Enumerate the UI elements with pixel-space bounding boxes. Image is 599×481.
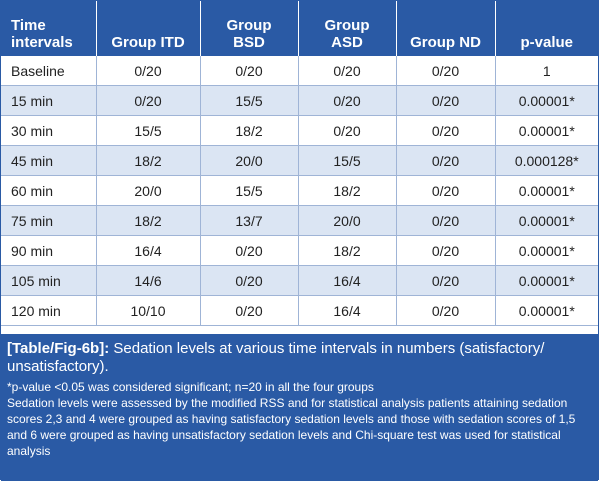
table-cell: 14/6	[96, 265, 201, 296]
table-cell: 16/4	[298, 265, 397, 296]
table-row: 75 min 18/2 13/7 20/0 0/20 0.00001*	[1, 205, 598, 236]
caption-label: [Table/Fig-6b]:	[7, 340, 110, 357]
header-p-value: p-value	[495, 1, 598, 56]
table-cell: 15 min	[1, 85, 97, 116]
table-cell: 0.000128*	[495, 145, 598, 176]
table-cell: 13/7	[200, 205, 299, 236]
table-cell: 0/20	[200, 295, 299, 326]
table-cell: 20/0	[200, 145, 299, 176]
table-cell: 15/5	[96, 115, 201, 146]
table-cell: 60 min	[1, 175, 97, 206]
table-cell: 16/4	[298, 295, 397, 326]
table-cell: 15/5	[298, 145, 397, 176]
table-cell: 30 min	[1, 115, 97, 146]
table-row: 15 min 0/20 15/5 0/20 0/20 0.00001*	[1, 85, 598, 116]
table-cell: 45 min	[1, 145, 97, 176]
table-cell: 18/2	[96, 145, 201, 176]
table-cell: 15/5	[200, 175, 299, 206]
table-cell: Baseline	[1, 56, 97, 86]
table-cell: 75 min	[1, 205, 97, 236]
table-cell: 18/2	[298, 235, 397, 266]
header-group-nd: Group ND	[396, 1, 496, 56]
table-cell: 0/20	[396, 85, 496, 116]
caption-note-method: Sedation levels were assessed by the mod…	[7, 396, 576, 458]
table-cell: 0/20	[396, 265, 496, 296]
table-cell: 20/0	[298, 205, 397, 236]
table-cell: 0/20	[298, 85, 397, 116]
table-cell: 0.00001*	[495, 235, 598, 266]
table-cell: 18/2	[200, 115, 299, 146]
table-cell: 0/20	[396, 145, 496, 176]
caption-note-significance: *p-value <0.05 was considered significan…	[7, 380, 374, 394]
table-cell: 15/5	[200, 85, 299, 116]
table-cell: 0/20	[396, 56, 496, 86]
table-cell: 0/20	[96, 56, 201, 86]
table-cell: 0/20	[396, 205, 496, 236]
table-cell: 0/20	[96, 85, 201, 116]
table-row: 105 min 14/6 0/20 16/4 0/20 0.00001*	[1, 265, 598, 296]
table-cell: 0/20	[200, 56, 299, 86]
caption-title: [Table/Fig-6b]: Sedation levels at vario…	[7, 340, 592, 376]
table-cell: 0/20	[396, 115, 496, 146]
header-group-itd: Group ITD	[96, 1, 201, 56]
header-time-intervals: Time intervals	[1, 1, 97, 56]
table-row: 120 min 10/10 0/20 16/4 0/20 0.00001*	[1, 295, 598, 326]
table-cell: 0.00001*	[495, 295, 598, 326]
header-row: Time intervals Group ITD Group BSD Group…	[1, 1, 598, 56]
table-cell: 0.00001*	[495, 85, 598, 116]
table-cell: 1	[495, 56, 598, 86]
table-cell: 0/20	[396, 295, 496, 326]
table-row: 45 min 18/2 20/0 15/5 0/20 0.000128*	[1, 145, 598, 176]
table-cell: 120 min	[1, 295, 97, 326]
table-cell: 0/20	[298, 115, 397, 146]
table-row: 30 min 15/5 18/2 0/20 0/20 0.00001*	[1, 115, 598, 146]
table-row: 90 min 16/4 0/20 18/2 0/20 0.00001*	[1, 235, 598, 266]
table-cell: 0/20	[200, 235, 299, 266]
table-cell: 0.00001*	[495, 265, 598, 296]
table-cell: 90 min	[1, 235, 97, 266]
table-cell: 18/2	[298, 175, 397, 206]
table-cell: 10/10	[96, 295, 201, 326]
table-row: 60 min 20/0 15/5 18/2 0/20 0.00001*	[1, 175, 598, 206]
table-caption: [Table/Fig-6b]: Sedation levels at vario…	[1, 334, 598, 481]
table-cell: 0/20	[298, 56, 397, 86]
table-cell: 20/0	[96, 175, 201, 206]
table-cell: 0/20	[200, 265, 299, 296]
table-row: Baseline 0/20 0/20 0/20 0/20 1	[1, 56, 598, 86]
table-cell: 0.00001*	[495, 205, 598, 236]
table-cell: 0.00001*	[495, 175, 598, 206]
table-cell: 0/20	[396, 175, 496, 206]
header-group-asd: Group ASD	[298, 1, 397, 56]
table-cell: 0/20	[396, 235, 496, 266]
table-cell: 16/4	[96, 235, 201, 266]
table-cell: 105 min	[1, 265, 97, 296]
table-cell: 0.00001*	[495, 115, 598, 146]
caption-title-text: Sedation levels at various time interval…	[7, 340, 545, 375]
sedation-table: Time intervals Group ITD Group BSD Group…	[1, 1, 598, 326]
table-cell: 18/2	[96, 205, 201, 236]
header-group-bsd: Group BSD	[200, 1, 299, 56]
